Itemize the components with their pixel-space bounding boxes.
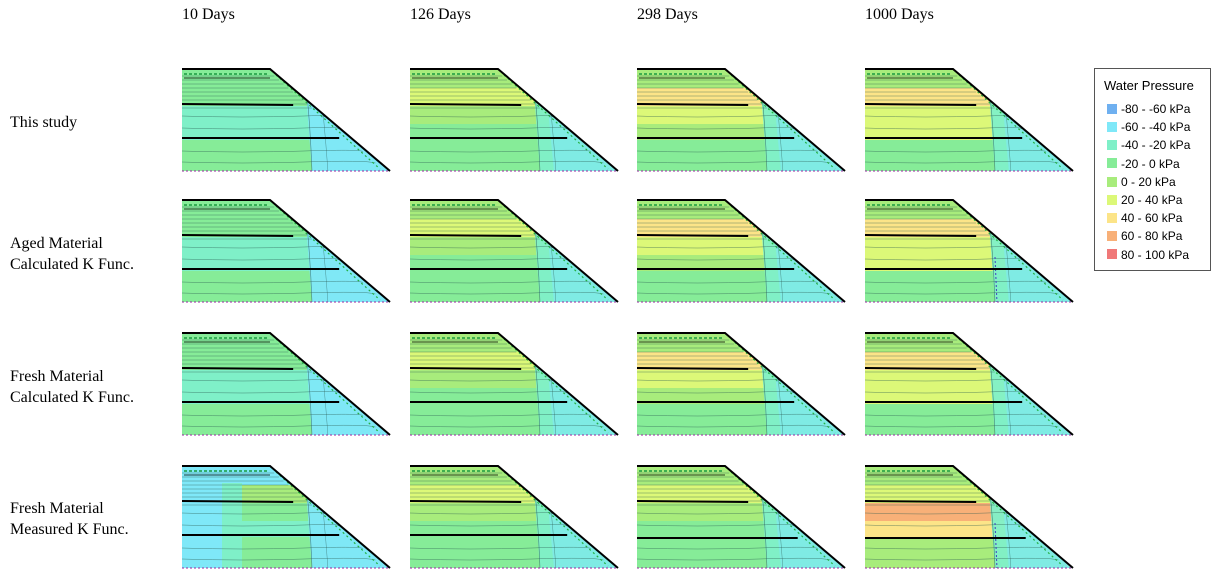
contour-panel bbox=[637, 330, 847, 436]
legend-label: -40 - -20 kPa bbox=[1121, 138, 1191, 153]
legend-swatch bbox=[1107, 158, 1117, 169]
row-label-line: This study bbox=[10, 114, 78, 131]
legend-item: 40 - 60 kPa bbox=[1107, 212, 1182, 225]
row-label-line: Fresh Material bbox=[10, 500, 104, 517]
row-label-aged-calculated: Aged Material Calculated K Func. bbox=[10, 233, 134, 275]
contour-panel bbox=[410, 66, 620, 172]
column-header-10-days: 10 Days bbox=[182, 6, 235, 23]
legend-item: 80 - 100 kPa bbox=[1107, 247, 1190, 262]
legend-label: 40 - 60 kPa bbox=[1121, 211, 1183, 226]
row-label-line: Calculated K Func. bbox=[10, 256, 134, 273]
legend-swatch bbox=[1107, 249, 1117, 260]
contour-panel bbox=[410, 197, 620, 303]
contour-panel bbox=[182, 197, 392, 303]
contour-panel bbox=[637, 66, 847, 172]
legend-label: 80 - 100 kPa bbox=[1121, 247, 1190, 262]
contour-plot bbox=[865, 332, 1074, 436]
contour-panel bbox=[865, 66, 1075, 172]
contour-panel bbox=[182, 463, 392, 569]
legend-swatch bbox=[1107, 122, 1117, 133]
contour-plot bbox=[410, 465, 619, 569]
contour-plot bbox=[410, 199, 619, 303]
water-pressure-legend: Water Pressure -80 - -60 kPa -60 - -40 kP… bbox=[1094, 68, 1211, 271]
legend-item: -40 - -20 kPa bbox=[1107, 139, 1190, 152]
row-label-line: Fresh Material bbox=[10, 368, 104, 385]
legend-item: 60 - 80 kPa bbox=[1107, 230, 1182, 243]
row-label-line: Measured K Func. bbox=[10, 521, 129, 538]
legend-swatch bbox=[1107, 103, 1117, 114]
legend-label: 60 - 80 kPa bbox=[1121, 229, 1183, 244]
contour-panel bbox=[182, 330, 392, 436]
contour-panel bbox=[865, 463, 1075, 569]
legend-item: 0 - 20 kPa bbox=[1107, 174, 1176, 189]
legend-swatch bbox=[1107, 140, 1117, 151]
legend-label: -80 - -60 kPa bbox=[1121, 102, 1191, 116]
row-label-fresh-measured: Fresh Material Measured K Func. bbox=[10, 498, 129, 540]
legend-label: -20 - 0 kPa bbox=[1121, 156, 1180, 171]
contour-plot bbox=[182, 465, 391, 569]
legend-label: 0 - 20 kPa bbox=[1121, 174, 1176, 189]
legend-item: -60 - -40 kPa bbox=[1107, 121, 1190, 134]
contour-panel bbox=[182, 66, 392, 172]
contour-plot bbox=[182, 199, 391, 303]
row-label-line: Calculated K Func. bbox=[10, 389, 134, 406]
contour-panel bbox=[637, 463, 847, 569]
contour-panel bbox=[410, 330, 620, 436]
legend-swatch bbox=[1107, 213, 1117, 224]
legend-item: -20 - 0 kPa bbox=[1107, 156, 1180, 171]
row-label-fresh-calculated: Fresh Material Calculated K Func. bbox=[10, 366, 134, 408]
contour-plot bbox=[182, 68, 391, 172]
legend-item: 20 - 40 kPa bbox=[1107, 194, 1182, 207]
contour-plot bbox=[637, 332, 846, 436]
legend-swatch bbox=[1107, 194, 1117, 205]
contour-panel bbox=[637, 197, 847, 303]
contour-panel bbox=[410, 463, 620, 569]
legend-swatch bbox=[1107, 231, 1117, 242]
contour-plot bbox=[865, 465, 1074, 569]
column-header-1000-days: 1000 Days bbox=[865, 6, 934, 23]
legend-swatch bbox=[1107, 176, 1117, 187]
contour-plot bbox=[637, 68, 846, 172]
contour-plot bbox=[865, 199, 1074, 303]
contour-panel bbox=[865, 197, 1075, 303]
column-header-126-days: 126 Days bbox=[410, 6, 471, 23]
contour-plot bbox=[182, 332, 391, 436]
contour-panel bbox=[865, 330, 1075, 436]
legend-title: Water Pressure bbox=[1104, 78, 1194, 93]
contour-plot bbox=[637, 199, 846, 303]
legend-label: -60 - -40 kPa bbox=[1121, 120, 1191, 135]
legend-label: 20 - 40 kPa bbox=[1121, 193, 1183, 207]
row-label-line: Aged Material bbox=[10, 235, 103, 252]
contour-plot bbox=[865, 68, 1074, 172]
contour-plot bbox=[410, 332, 619, 436]
column-header-298-days: 298 Days bbox=[637, 6, 698, 23]
contour-plot bbox=[637, 465, 846, 569]
legend-item: -80 - -60 kPa bbox=[1107, 103, 1190, 116]
contour-plot bbox=[410, 68, 619, 172]
row-label-this-study: This study bbox=[10, 112, 77, 133]
